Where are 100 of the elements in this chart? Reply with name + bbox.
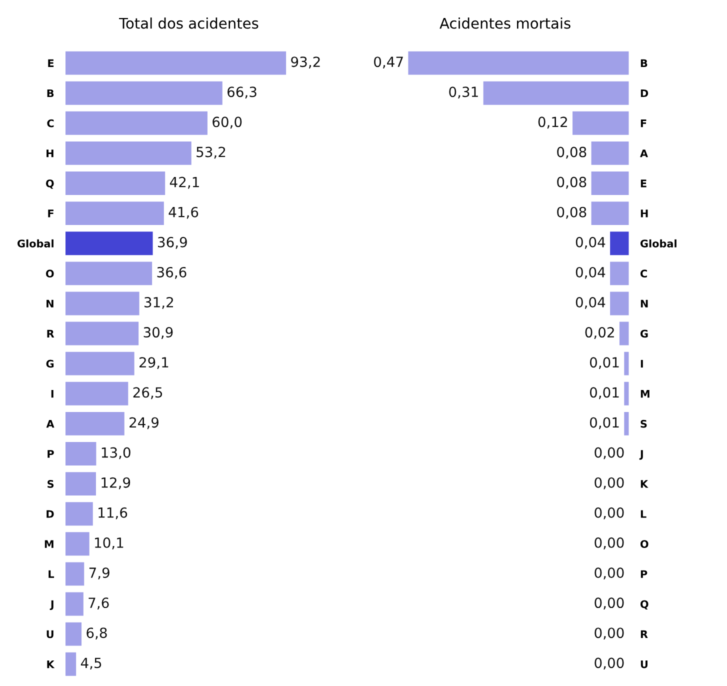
data-label: 0,01 bbox=[590, 417, 619, 430]
data-label: 0,00 bbox=[594, 447, 624, 460]
data-label: 0,04 bbox=[576, 266, 606, 279]
bar bbox=[65, 532, 90, 556]
bar bbox=[65, 81, 222, 105]
bar bbox=[65, 172, 166, 195]
y-tick-label: E bbox=[48, 59, 54, 68]
data-label: 10,1 bbox=[95, 537, 124, 550]
y-tick-label: P bbox=[640, 570, 648, 578]
y-tick-label: O bbox=[46, 270, 54, 278]
data-label: 53,2 bbox=[196, 146, 226, 159]
bar bbox=[65, 592, 84, 616]
data-label: 66,3 bbox=[228, 86, 256, 99]
y-tick-label: G bbox=[46, 360, 54, 368]
y-tick-label: I bbox=[640, 360, 643, 368]
data-label: 0,12 bbox=[538, 116, 567, 129]
data-label: 0,02 bbox=[585, 327, 614, 339]
data-label: 0,00 bbox=[594, 567, 624, 580]
data-label: 93,2 bbox=[291, 56, 320, 68]
bar bbox=[591, 202, 629, 226]
y-tick-label: U bbox=[640, 660, 648, 668]
data-label: 13,0 bbox=[102, 447, 130, 460]
data-label: 0,00 bbox=[594, 658, 624, 670]
y-tick-label: M bbox=[44, 540, 54, 548]
bar bbox=[65, 111, 208, 135]
bar bbox=[624, 382, 629, 406]
data-label: 29,1 bbox=[140, 357, 168, 370]
y-tick-label: K bbox=[47, 660, 55, 668]
bar bbox=[65, 51, 286, 75]
data-label: 0,01 bbox=[590, 357, 619, 370]
bar bbox=[408, 51, 629, 75]
y-tick-label: A bbox=[46, 420, 54, 428]
bar bbox=[65, 652, 76, 676]
y-tick-label: Global bbox=[18, 239, 54, 248]
y-tick-label: G bbox=[640, 330, 648, 338]
bar bbox=[65, 292, 140, 316]
bar bbox=[610, 292, 629, 316]
data-label: 0,08 bbox=[557, 206, 586, 219]
y-tick-label: L bbox=[48, 570, 54, 578]
data-label: 0,04 bbox=[576, 297, 606, 309]
y-tick-label: J bbox=[639, 450, 643, 460]
y-tick-label: D bbox=[46, 510, 54, 518]
bar bbox=[65, 412, 124, 436]
y-tick-label: L bbox=[640, 510, 646, 518]
data-label: 12,9 bbox=[102, 477, 130, 490]
data-label: 0,00 bbox=[594, 537, 624, 550]
y-tick-label: Q bbox=[46, 179, 54, 189]
data-label: 0,08 bbox=[557, 146, 586, 159]
data-label: 24,9 bbox=[130, 417, 158, 430]
bar bbox=[610, 232, 629, 256]
bar bbox=[624, 412, 629, 436]
bar bbox=[624, 352, 629, 376]
bar bbox=[65, 382, 128, 406]
y-tick-label: Global bbox=[640, 239, 676, 248]
bar bbox=[65, 141, 192, 165]
data-label: 11,6 bbox=[98, 507, 128, 520]
y-tick-label: E bbox=[640, 180, 646, 188]
y-tick-label: F bbox=[48, 210, 54, 218]
y-tick-label: I bbox=[51, 390, 54, 398]
data-label: 31,2 bbox=[144, 297, 173, 309]
data-label: 26,5 bbox=[133, 387, 162, 400]
y-tick-label: P bbox=[48, 450, 54, 458]
bar bbox=[65, 562, 84, 586]
y-tick-label: N bbox=[640, 300, 648, 308]
data-label: 30,9 bbox=[144, 327, 173, 339]
data-label: 0,00 bbox=[594, 598, 624, 610]
y-tick-label: B bbox=[640, 59, 648, 68]
chart-title: Total dos acidentes bbox=[119, 17, 258, 29]
data-label: 0,01 bbox=[590, 387, 619, 400]
bar bbox=[65, 442, 96, 466]
data-label: 0,00 bbox=[594, 628, 624, 640]
y-tick-label: S bbox=[48, 480, 54, 488]
y-tick-label: S bbox=[640, 420, 647, 428]
data-label: 0,47 bbox=[374, 56, 403, 68]
bar bbox=[591, 141, 629, 165]
y-tick-label: H bbox=[46, 150, 54, 158]
y-tick-label: U bbox=[46, 630, 54, 638]
bar bbox=[65, 262, 152, 286]
data-label: 7,9 bbox=[89, 567, 110, 580]
bar bbox=[591, 172, 629, 195]
y-tick-label: H bbox=[640, 210, 648, 218]
y-tick-label: K bbox=[640, 480, 648, 488]
bar bbox=[65, 622, 82, 646]
y-tick-label: N bbox=[46, 300, 54, 308]
data-label: 36,9 bbox=[158, 236, 187, 249]
bar bbox=[610, 262, 629, 286]
y-tick-label: R bbox=[640, 630, 648, 638]
data-label: 0,04 bbox=[576, 236, 606, 249]
y-tick-label: C bbox=[47, 119, 54, 128]
y-tick-label: F bbox=[640, 120, 646, 128]
chart-title: Acidentes mortais bbox=[440, 17, 570, 29]
y-tick-label: M bbox=[640, 390, 650, 398]
data-label: 4,5 bbox=[80, 658, 102, 670]
y-tick-label: D bbox=[640, 89, 648, 98]
data-label: 60,0 bbox=[212, 116, 242, 129]
y-tick-label: A bbox=[640, 150, 648, 158]
y-tick-label: R bbox=[47, 330, 54, 338]
data-label: 0,08 bbox=[557, 176, 586, 189]
y-tick-label: Q bbox=[640, 600, 648, 610]
y-tick-label: J bbox=[50, 600, 54, 610]
